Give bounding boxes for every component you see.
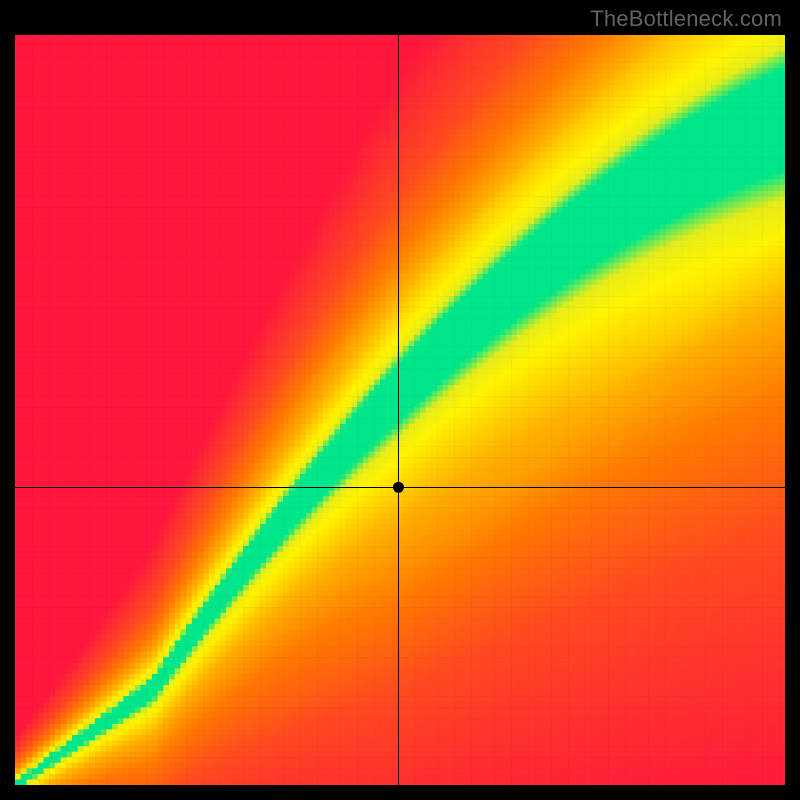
bottleneck-heatmap (0, 0, 800, 800)
watermark: TheBottleneck.com (590, 6, 782, 32)
chart-container: TheBottleneck.com (0, 0, 800, 800)
